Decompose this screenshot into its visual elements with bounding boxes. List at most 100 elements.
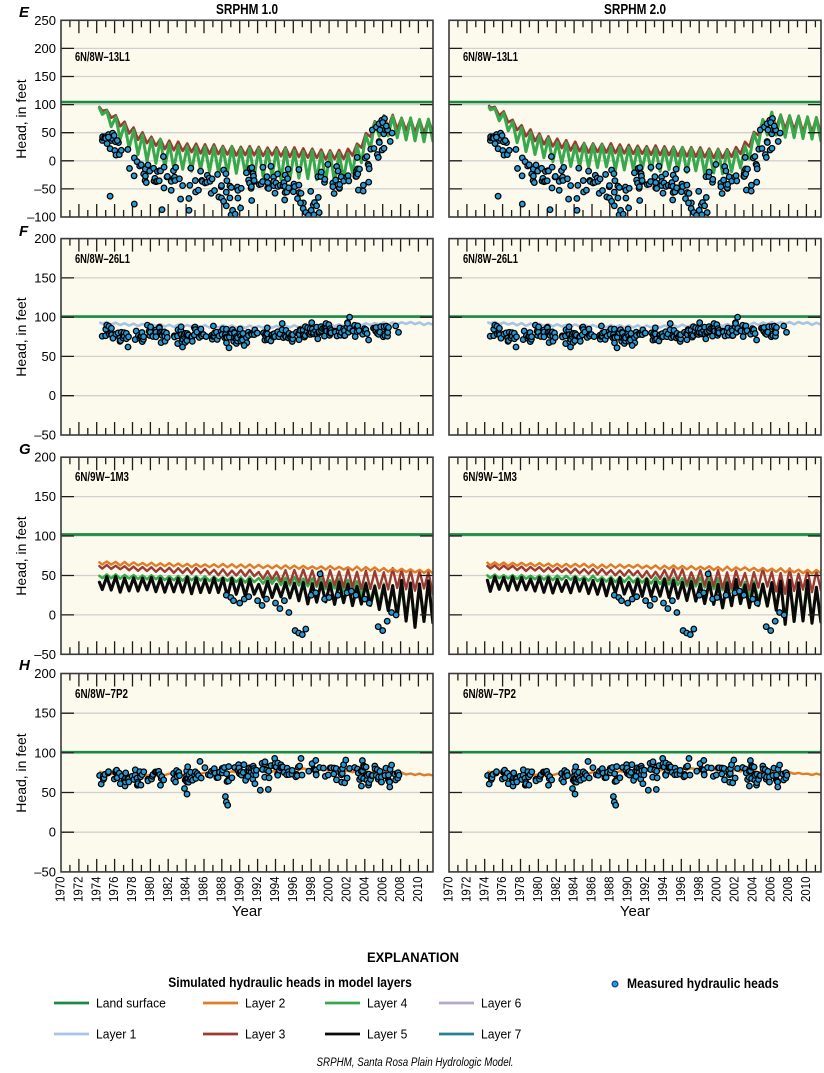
svg-text:1982: 1982 — [548, 876, 563, 902]
svg-text:6N/8W–7P2: 6N/8W–7P2 — [463, 688, 516, 702]
svg-text:Head, in feet: Head, in feet — [13, 297, 29, 376]
svg-text:200: 200 — [34, 41, 56, 56]
svg-text:1982: 1982 — [160, 876, 175, 902]
svg-text:50: 50 — [42, 568, 56, 583]
svg-text:50: 50 — [42, 349, 56, 364]
svg-text:–50: –50 — [34, 428, 56, 443]
svg-text:1976: 1976 — [107, 876, 122, 902]
svg-text:2006: 2006 — [763, 876, 778, 902]
svg-text:2002: 2002 — [727, 876, 742, 902]
svg-text:1992: 1992 — [250, 876, 265, 902]
svg-text:EXPLANATION: EXPLANATION — [367, 950, 459, 966]
svg-text:Layer 6: Layer 6 — [481, 996, 521, 1010]
svg-text:2004: 2004 — [357, 876, 372, 902]
svg-text:Layer 1: Layer 1 — [96, 1027, 136, 1041]
svg-text:1976: 1976 — [495, 876, 510, 902]
svg-text:1986: 1986 — [584, 876, 599, 902]
svg-text:100: 100 — [34, 745, 56, 760]
svg-text:2000: 2000 — [709, 876, 724, 902]
svg-text:Layer 3: Layer 3 — [245, 1027, 285, 1041]
svg-text:1984: 1984 — [178, 876, 193, 902]
svg-text:1996: 1996 — [285, 876, 300, 902]
svg-text:1974: 1974 — [89, 876, 104, 902]
svg-text:2004: 2004 — [745, 876, 760, 902]
svg-text:F: F — [19, 223, 29, 240]
svg-text:250: 250 — [34, 13, 56, 28]
svg-text:1988: 1988 — [602, 876, 617, 902]
svg-text:Layer 2: Layer 2 — [245, 996, 285, 1010]
svg-text:–50: –50 — [34, 647, 56, 662]
svg-text:Layer 5: Layer 5 — [367, 1027, 407, 1041]
svg-text:100: 100 — [34, 529, 56, 544]
svg-text:6N/9W–1M3: 6N/9W–1M3 — [463, 471, 517, 485]
svg-text:6N/8W–7P2: 6N/8W–7P2 — [75, 688, 128, 702]
svg-text:Head, in feet: Head, in feet — [13, 516, 29, 595]
svg-text:1988: 1988 — [214, 876, 229, 902]
svg-text:SRPHM, Santa Rosa Plain Hydrol: SRPHM, Santa Rosa Plain Hydrologic Model… — [316, 1056, 513, 1069]
svg-text:1980: 1980 — [142, 876, 157, 902]
svg-text:2002: 2002 — [339, 876, 354, 902]
svg-text:2006: 2006 — [375, 876, 390, 902]
svg-text:–100: –100 — [27, 210, 56, 225]
svg-text:1984: 1984 — [566, 876, 581, 902]
svg-text:0: 0 — [49, 388, 56, 403]
svg-text:1990: 1990 — [232, 876, 247, 902]
svg-text:SRPHM 2.0: SRPHM 2.0 — [604, 1, 666, 18]
svg-text:Year: Year — [232, 903, 262, 920]
svg-text:2000: 2000 — [321, 876, 336, 902]
svg-text:Land surface: Land surface — [96, 996, 166, 1010]
svg-text:1992: 1992 — [638, 876, 653, 902]
svg-text:1990: 1990 — [620, 876, 635, 902]
svg-text:2010: 2010 — [798, 876, 813, 902]
svg-text:1980: 1980 — [530, 876, 545, 902]
svg-text:SRPHM 1.0: SRPHM 1.0 — [216, 1, 278, 18]
svg-text:1970: 1970 — [53, 876, 68, 902]
svg-text:6N/9W–1M3: 6N/9W–1M3 — [75, 471, 129, 485]
svg-text:6N/8W–13L1: 6N/8W–13L1 — [75, 51, 130, 65]
svg-text:200: 200 — [34, 450, 56, 465]
svg-text:Measured hydraulic heads: Measured hydraulic heads — [627, 975, 779, 991]
svg-text:Layer 7: Layer 7 — [481, 1027, 521, 1041]
svg-text:6N/8W–26L1: 6N/8W–26L1 — [75, 253, 130, 267]
svg-text:0: 0 — [49, 153, 56, 168]
svg-text:1970: 1970 — [441, 876, 456, 902]
svg-text:1972: 1972 — [71, 876, 86, 902]
svg-text:–50: –50 — [34, 181, 56, 196]
svg-text:E: E — [19, 4, 30, 21]
svg-text:Simulated hydraulic heads in m: Simulated hydraulic heads in model layer… — [168, 974, 412, 990]
svg-text:1986: 1986 — [196, 876, 211, 902]
svg-text:150: 150 — [34, 270, 56, 285]
svg-text:150: 150 — [34, 706, 56, 721]
svg-text:1974: 1974 — [477, 876, 492, 902]
svg-text:1978: 1978 — [124, 876, 139, 902]
svg-text:Head, in feet: Head, in feet — [13, 733, 29, 812]
svg-text:1972: 1972 — [459, 876, 474, 902]
svg-text:150: 150 — [34, 69, 56, 84]
svg-text:1994: 1994 — [267, 876, 282, 902]
svg-text:1996: 1996 — [673, 876, 688, 902]
svg-text:1978: 1978 — [512, 876, 527, 902]
svg-text:2008: 2008 — [781, 876, 796, 902]
svg-text:6N/8W–13L1: 6N/8W–13L1 — [463, 51, 518, 65]
svg-text:6N/8W–26L1: 6N/8W–26L1 — [463, 253, 518, 267]
svg-text:50: 50 — [42, 125, 56, 140]
svg-text:100: 100 — [34, 97, 56, 112]
svg-text:0: 0 — [49, 825, 56, 840]
svg-text:Layer 4: Layer 4 — [367, 996, 407, 1010]
svg-text:100: 100 — [34, 310, 56, 325]
svg-text:150: 150 — [34, 489, 56, 504]
svg-text:2008: 2008 — [393, 876, 408, 902]
svg-text:G: G — [19, 441, 31, 458]
svg-text:Year: Year — [620, 903, 650, 920]
svg-text:1998: 1998 — [691, 876, 706, 902]
svg-text:0: 0 — [49, 607, 56, 622]
svg-text:Head, in feet: Head, in feet — [13, 79, 29, 158]
svg-text:H: H — [19, 657, 31, 674]
svg-text:200: 200 — [34, 231, 56, 246]
svg-text:1994: 1994 — [655, 876, 670, 902]
svg-text:200: 200 — [34, 666, 56, 681]
svg-text:–50: –50 — [34, 864, 56, 879]
svg-text:2010: 2010 — [410, 876, 425, 902]
svg-text:1998: 1998 — [303, 876, 318, 902]
svg-text:50: 50 — [42, 785, 56, 800]
